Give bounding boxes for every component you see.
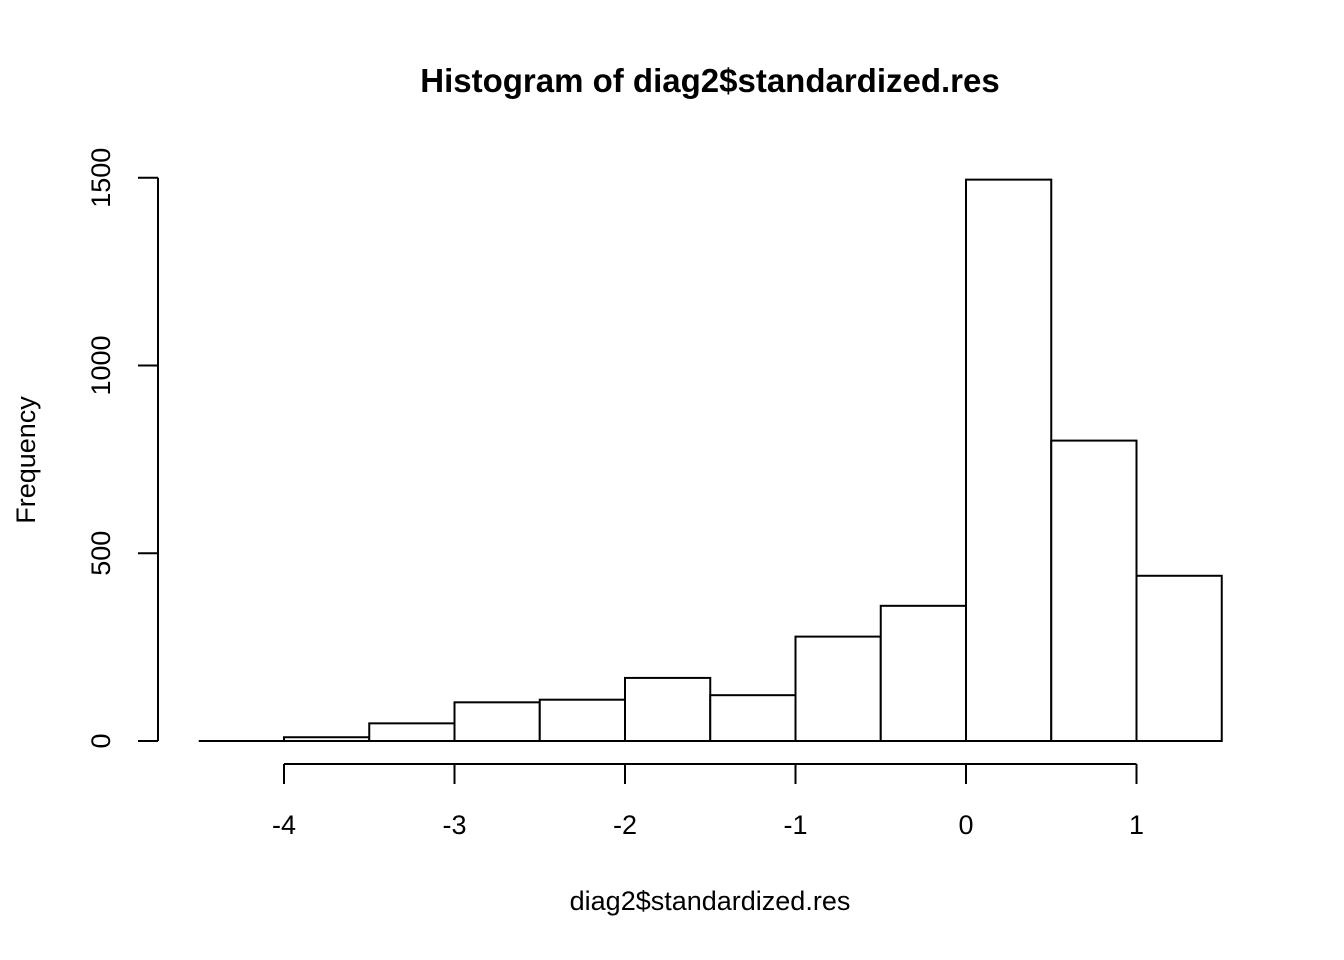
x-tick-label: 0 [958, 810, 973, 840]
x-tick-label: -4 [272, 810, 296, 840]
x-tick-label: -2 [613, 810, 637, 840]
x-tick-label: 1 [1129, 810, 1144, 840]
y-tick-label: 1500 [86, 148, 116, 208]
x-axis-label: diag2$standardized.res [570, 886, 851, 916]
y-tick-label: 500 [86, 531, 116, 576]
histogram-bar [283, 736, 371, 742]
bars-group [198, 178, 1223, 743]
histogram-bar [368, 722, 456, 743]
histogram-bar [538, 698, 626, 743]
chart-title: Histogram of diag2$standardized.res [420, 62, 999, 99]
x-tick-label: -3 [442, 810, 466, 840]
histogram-bar [453, 701, 541, 742]
y-tick-label: 1000 [86, 335, 116, 395]
histogram-bar [879, 604, 967, 742]
y-axis-label: Frequency [11, 396, 41, 524]
x-axis: -4 -3 -2 -1 0 1 [272, 763, 1144, 840]
y-tick-label: 0 [86, 733, 116, 748]
histogram-bar [965, 178, 1053, 742]
histogram-bar [624, 676, 712, 743]
histogram-bar [709, 694, 797, 743]
histogram-bar [794, 635, 882, 743]
y-axis: 0 500 1000 1500 [86, 148, 159, 749]
x-tick-label: -1 [783, 810, 807, 840]
histogram-bar [1135, 574, 1223, 743]
histogram-bar [1050, 439, 1138, 742]
